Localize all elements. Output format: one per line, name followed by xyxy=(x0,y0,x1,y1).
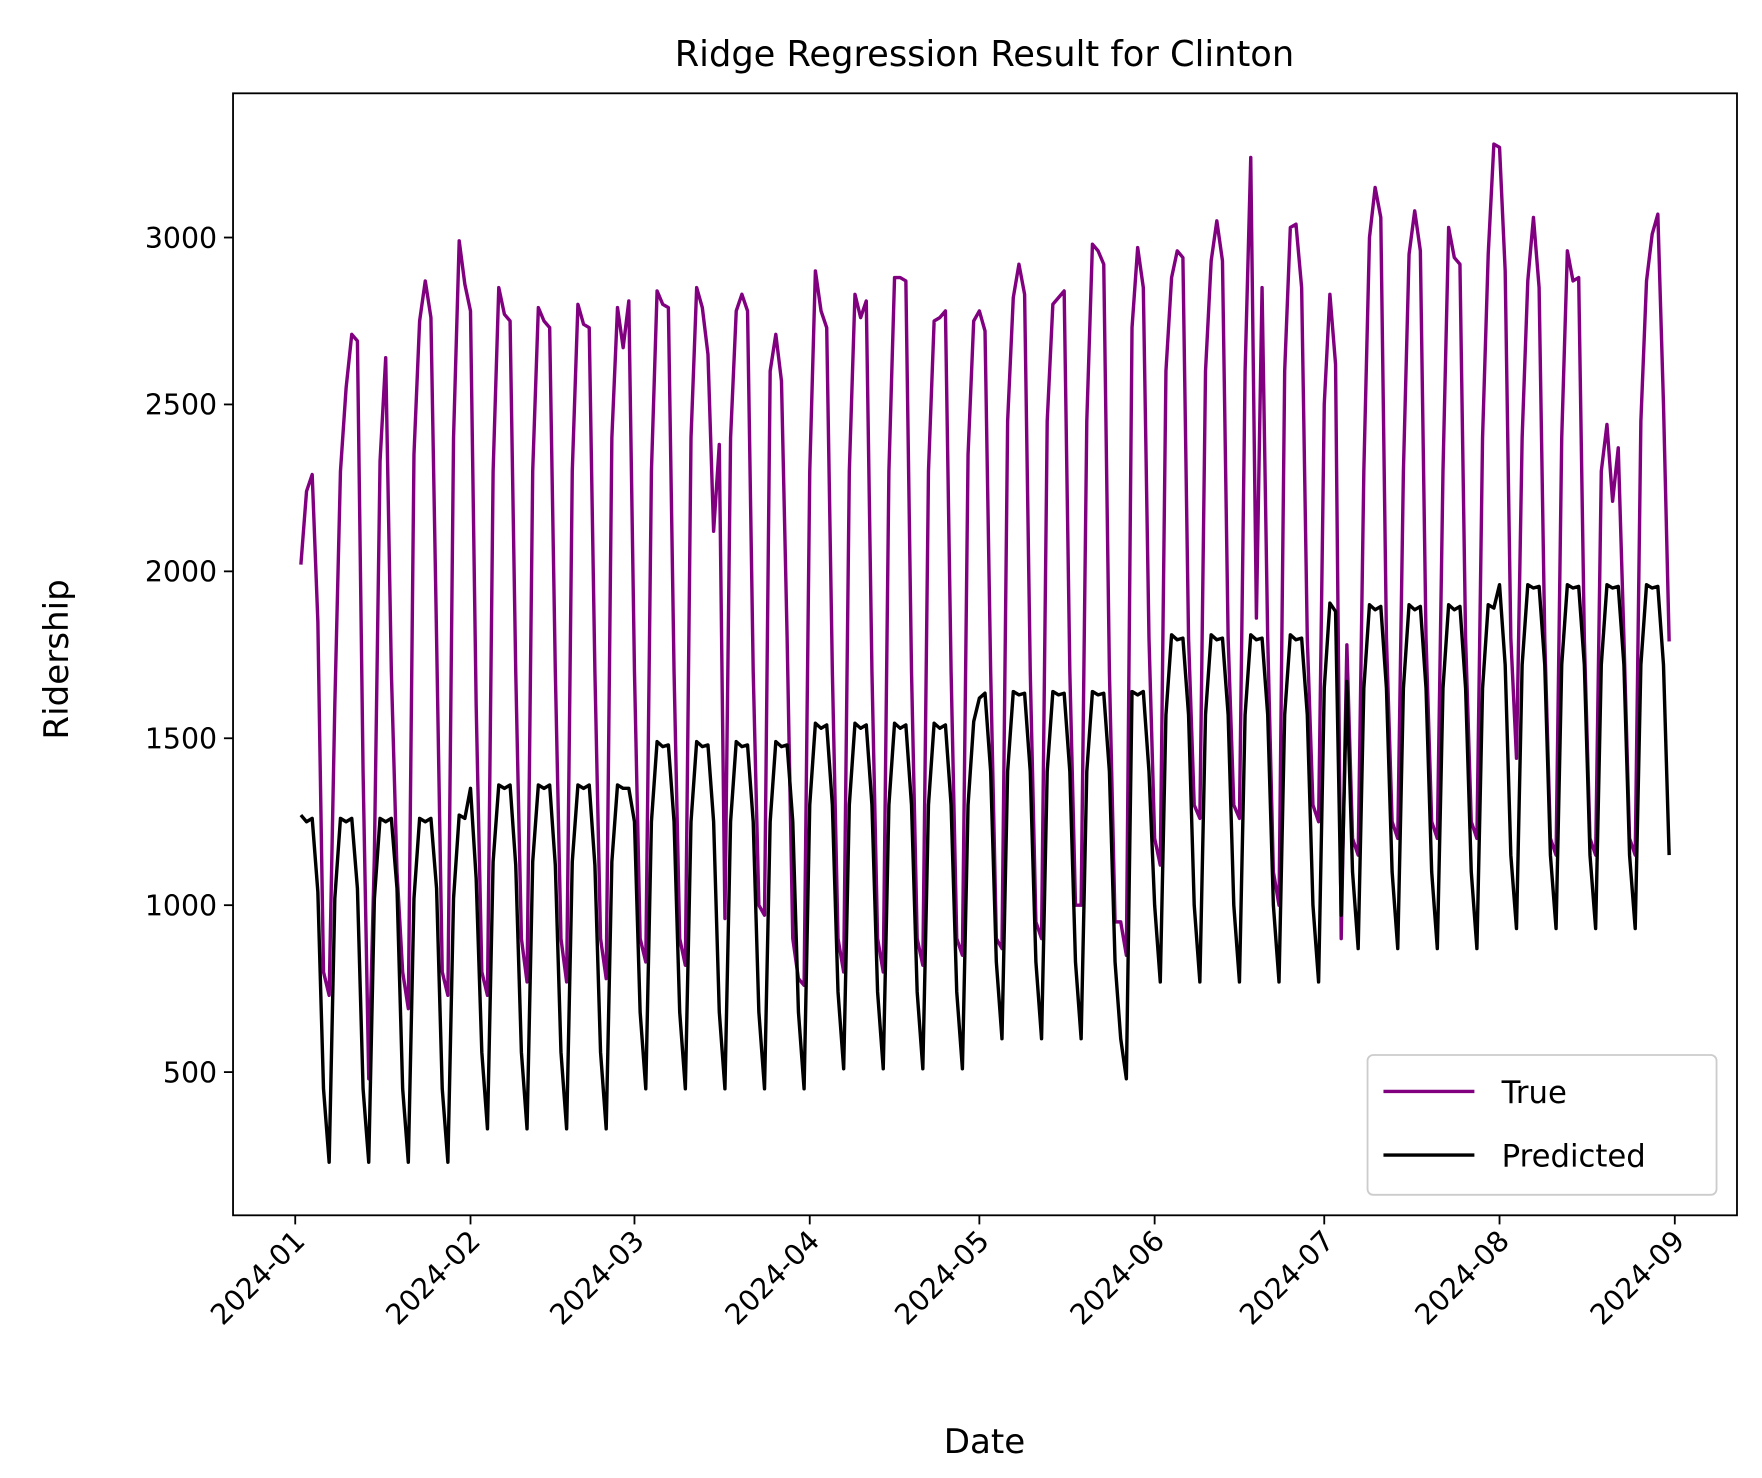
plot-frame xyxy=(232,92,1738,1217)
y-tick-label: 500 xyxy=(163,1056,217,1089)
y-tick-label: 1500 xyxy=(145,722,217,755)
y-tick-label: 2500 xyxy=(145,389,217,422)
x-axis-label: Date xyxy=(944,1422,1026,1462)
data-line xyxy=(299,142,1671,1081)
legend-label: True xyxy=(1501,1076,1567,1111)
y-tick-label: 1000 xyxy=(145,889,217,922)
chart-title: Ridge Regression Result for Clinton xyxy=(675,34,1294,75)
y-axis-label: Ridership xyxy=(37,579,77,739)
data-line xyxy=(299,583,1671,1164)
y-tick-label: 3000 xyxy=(145,222,217,255)
y-tick-label: 2000 xyxy=(145,556,217,589)
legend: True Predicted xyxy=(1366,1054,1718,1196)
legend-label: Predicted xyxy=(1502,1139,1646,1174)
